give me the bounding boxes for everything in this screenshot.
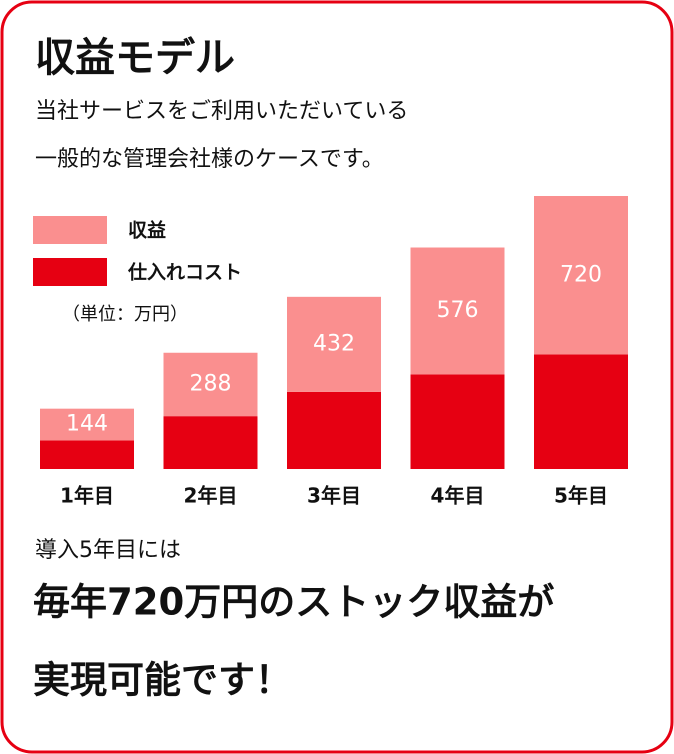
bar-segment [40,408,134,441]
bar-segment [287,391,381,469]
bar-segment [534,196,628,355]
x-tick-label: 4年目 [431,484,485,508]
bar-segment [410,247,505,375]
bar-segment [287,296,381,392]
value-label: 144 [66,412,108,437]
bar-segment [410,374,505,469]
x-tick-label: 1年目 [60,484,114,508]
x-tick-label: 2年目 [184,484,238,508]
headline: 毎年720万円のストック収益が [33,581,554,624]
value-label: 576 [437,298,479,323]
headline: 実現可能です！ [33,659,292,702]
value-label: 720 [560,262,602,287]
legend-swatch [33,258,107,286]
value-label: 432 [313,331,355,356]
value-label: 288 [190,371,232,396]
legend-label: 収益 [128,219,166,242]
description: 一般的な管理会社様のケースです。 [35,147,384,172]
bar-segment [163,416,258,469]
legend-label: 仕入れコスト [127,261,242,284]
x-tick-label: 3年目 [307,484,361,508]
chart-title: 収益モデル [35,35,235,81]
description: 当社サービスをご利用いただいている [35,99,408,124]
bar-segment [40,440,134,469]
note: 導入5年目には [35,538,181,563]
bar-segment [163,352,258,417]
x-tick-label: 5年目 [554,484,608,508]
unit-label: （単位：万円） [62,304,188,325]
bar-segment [534,354,628,469]
legend-swatch [33,216,107,244]
